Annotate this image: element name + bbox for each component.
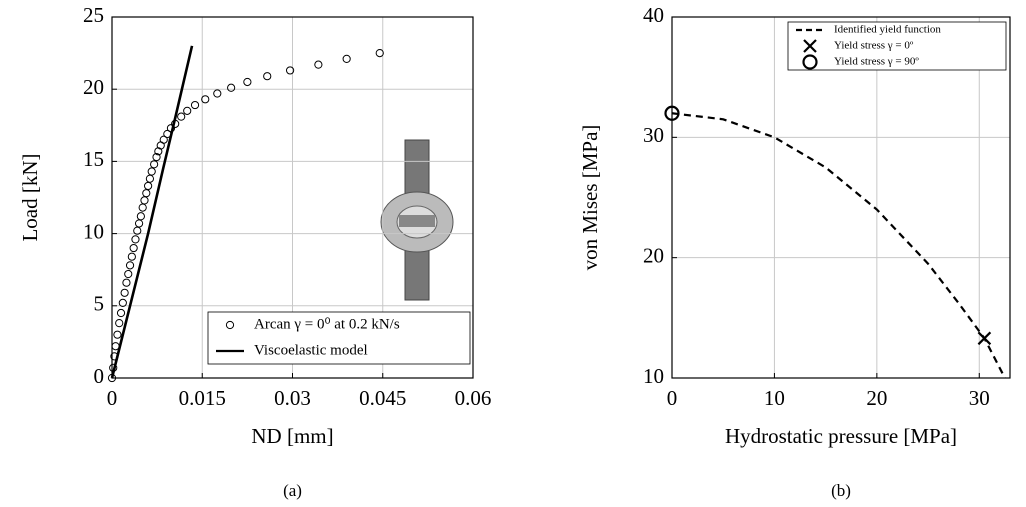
- data-point: [136, 212, 145, 221]
- plot-frame: [671, 16, 1011, 379]
- x-tick-label: 0.03: [274, 386, 311, 410]
- y-tick-label: 20: [83, 75, 104, 99]
- y-tick-label: 5: [94, 292, 105, 316]
- data-point: [177, 112, 186, 121]
- data-point: [977, 331, 992, 346]
- data-point: [120, 288, 129, 297]
- y-tick-label: 25: [83, 3, 104, 27]
- y-axis-label: Load [kN]: [18, 153, 42, 241]
- legend-label: Viscoelastic model: [254, 342, 368, 358]
- caption: (b): [831, 481, 851, 500]
- data-point: [115, 319, 124, 328]
- legend: Identified yield function Yield stress γ …: [787, 21, 1007, 71]
- data-point: [131, 235, 140, 244]
- x-tick-label: 0: [667, 386, 678, 410]
- data-line: [671, 112, 1006, 379]
- data-point: [154, 147, 163, 156]
- data-point: [342, 54, 351, 63]
- caption: (a): [283, 481, 302, 500]
- x-tick-label: 30: [969, 386, 990, 410]
- data-point: [140, 196, 149, 205]
- chart: 0 0.015 0.03 0.045 0.06 0 5 10 15 20 25 ND [mm] Load…: [18, 3, 492, 500]
- data-point: [190, 100, 200, 110]
- legend-box: [787, 21, 1007, 71]
- data-point: [147, 167, 156, 176]
- data-point: [129, 243, 138, 253]
- y-tick-label: 30: [643, 123, 664, 147]
- data-point: [125, 261, 135, 270]
- data-point: [113, 330, 122, 339]
- data-point: [201, 95, 210, 104]
- legend-label: Arcan γ = 0⁰ at 0.2 kN/s: [254, 316, 400, 332]
- y-tick-label: 20: [643, 243, 664, 267]
- data-point: [152, 152, 161, 162]
- x-tick-label: 0.045: [359, 386, 406, 410]
- legend-label: Yield stress γ = 90º: [834, 56, 919, 68]
- data-point: [664, 105, 680, 121]
- x-tick-label: 0: [107, 386, 118, 410]
- data-point: [150, 160, 159, 169]
- y-axis-label: von Mises [MPa]: [578, 125, 602, 271]
- data-point: [243, 77, 252, 87]
- x-axis-label: Hydrostatic pressure [MPa]: [725, 424, 957, 448]
- data-point: [122, 278, 131, 287]
- data-point: [227, 83, 236, 92]
- data-line: [110, 45, 194, 379]
- plot-frame: [111, 16, 474, 379]
- legend-swatch: [225, 320, 235, 330]
- data-point: [375, 49, 384, 58]
- data-point: [159, 135, 168, 144]
- legend-label: Yield stress γ = 0º: [834, 40, 914, 52]
- data-point: [144, 181, 153, 191]
- x-tick-label: 20: [866, 386, 887, 410]
- data-point: [127, 252, 136, 261]
- data-point: [138, 203, 147, 212]
- data-point: [213, 89, 222, 98]
- data-point: [145, 174, 155, 183]
- x-tick-label: 0.06: [455, 386, 492, 410]
- data-point: [118, 298, 127, 308]
- legend-swatch: [802, 54, 818, 70]
- x-axis-label: ND [mm]: [251, 424, 333, 448]
- y-tick-label: 10: [643, 364, 664, 388]
- legend: Arcan γ = 0⁰ at 0.2 kN/s Viscoelastic mod…: [207, 311, 471, 365]
- legend-swatch: [803, 39, 817, 53]
- data-point: [183, 106, 192, 115]
- data-point: [134, 219, 144, 228]
- y-tick-label: 0: [94, 364, 105, 388]
- y-tick-label: 10: [83, 219, 104, 243]
- data-point: [116, 308, 126, 318]
- legend-label: Identified yield function: [834, 24, 941, 36]
- inset-photo: [380, 139, 454, 301]
- data-point: [124, 269, 133, 279]
- data-point: [263, 72, 272, 81]
- x-tick-label: 10: [764, 386, 785, 410]
- y-tick-label: 40: [643, 3, 664, 27]
- data-point: [142, 189, 151, 198]
- data-point: [285, 66, 295, 75]
- data-point: [314, 60, 323, 69]
- x-tick-label: 0.015: [179, 386, 226, 410]
- legend-box: [207, 311, 471, 365]
- y-tick-label: 15: [83, 147, 104, 171]
